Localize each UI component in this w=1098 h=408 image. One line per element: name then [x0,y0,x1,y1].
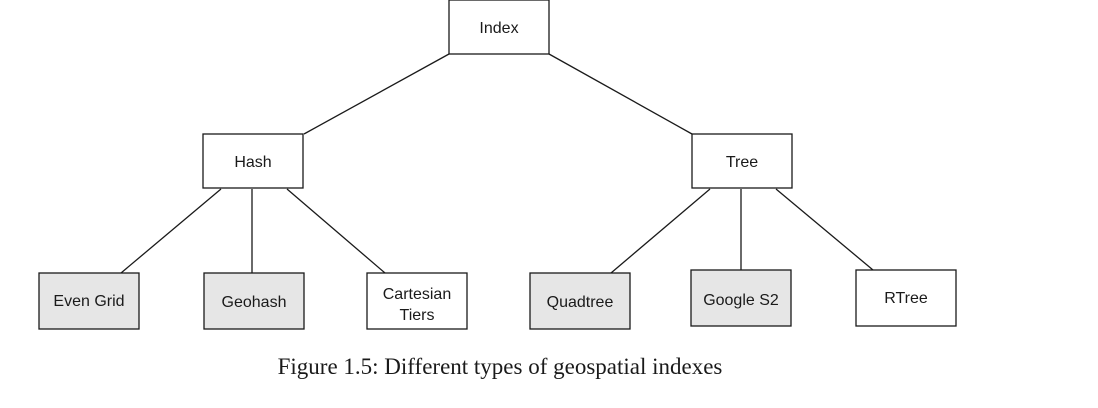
node-cartesian-tiers: Cartesian Tiers [366,272,468,330]
node-google-s2: Google S2 [690,269,792,327]
edge-hash-even-grid [120,188,222,274]
node-tree: Tree [691,133,793,189]
node-geohash: Geohash [203,272,305,330]
node-quadtree-label: Quadtree [547,294,614,311]
node-tree-label: Tree [726,154,758,171]
edge-hash-cartesian-tiers [286,188,386,274]
index-tree-diagram: Index Hash Tree Even Grid Geohash Cartes… [38,0,957,330]
edge-index-tree [548,53,693,135]
edge-index-hash [303,53,450,135]
node-index: Index [448,0,550,55]
node-even-grid: Even Grid [38,272,140,330]
node-rtree-label: RTree [884,290,928,307]
node-cartesian-tiers-label-line2: Tiers [400,307,435,324]
node-even-grid-label: Even Grid [53,293,124,310]
node-hash: Hash [202,133,304,189]
node-hash-label: Hash [234,154,271,171]
node-quadtree: Quadtree [529,272,631,330]
figure-caption: Figure 1.5: Different types of geospatia… [277,354,723,379]
node-google-s2-label: Google S2 [703,292,779,309]
node-index-label: Index [479,20,518,37]
edge-tree-quadtree [610,188,711,274]
node-cartesian-tiers-label-line1: Cartesian [383,286,451,303]
node-geohash-label: Geohash [222,294,287,311]
node-rtree: RTree [855,269,957,327]
edge-tree-rtree [775,188,874,271]
